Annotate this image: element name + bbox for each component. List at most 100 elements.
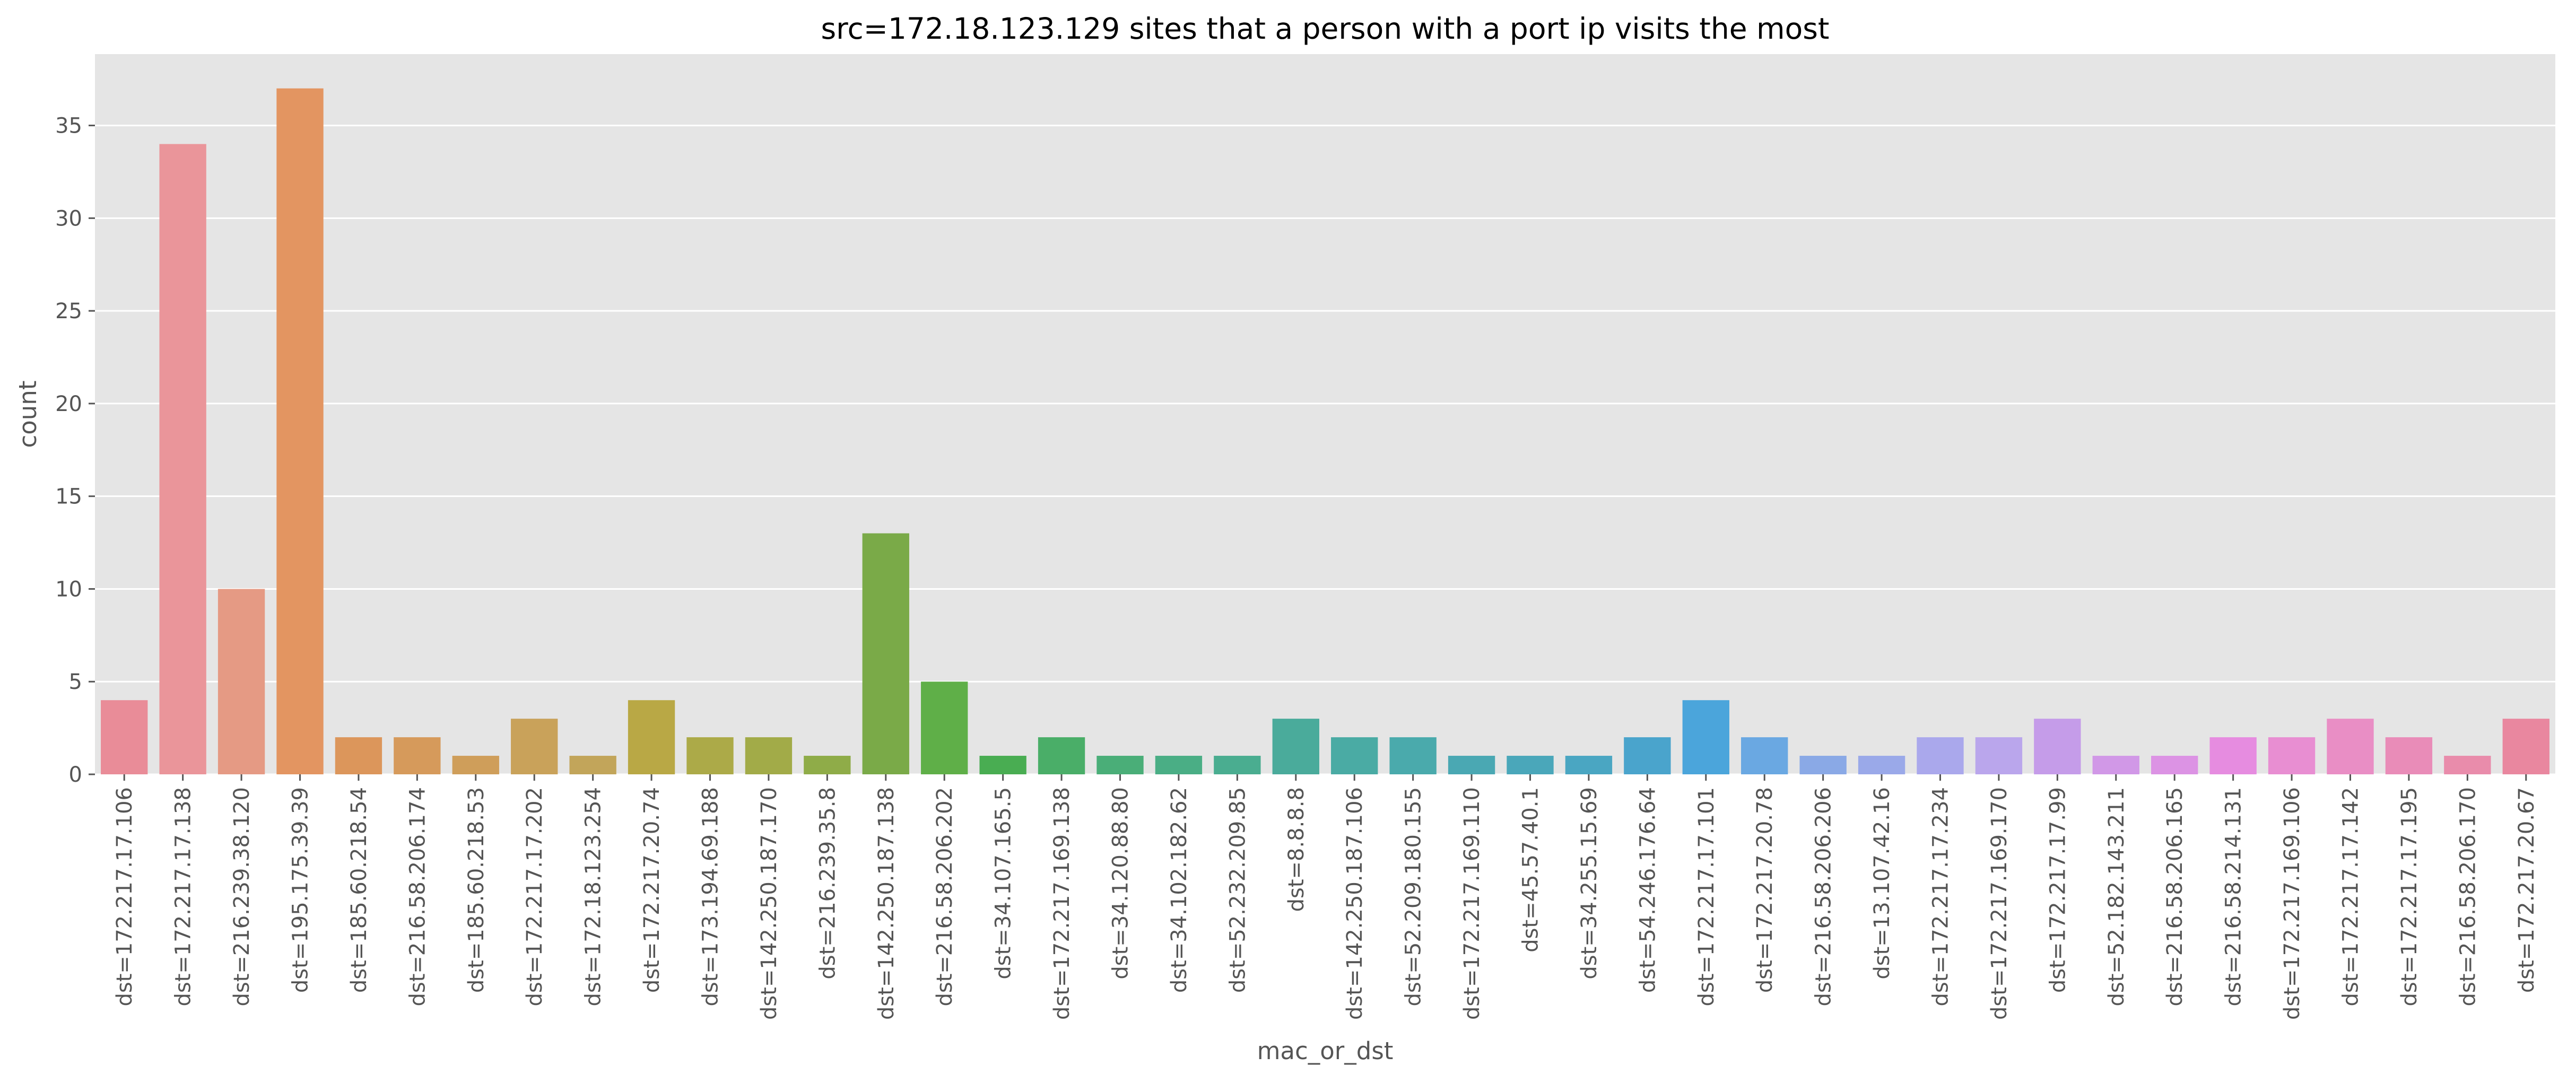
plot-background — [95, 54, 2555, 774]
bar — [2327, 719, 2374, 774]
x-tick-label: dst=216.58.206.174 — [405, 787, 430, 1007]
bar — [1214, 756, 1261, 774]
x-tick-label: dst=142.250.187.170 — [757, 787, 781, 1020]
x-tick-label: dst=172.217.20.74 — [640, 787, 664, 993]
x-tick-label: dst=52.209.180.155 — [1402, 787, 1426, 1007]
bar — [921, 682, 968, 774]
x-tick-label: dst=172.217.17.142 — [2339, 787, 2363, 1007]
gridlines — [95, 125, 2555, 775]
x-tick-label: dst=216.58.206.170 — [2456, 787, 2480, 1007]
bar — [2268, 737, 2316, 774]
x-tick-label: dst=216.58.206.165 — [2163, 787, 2187, 1007]
x-tick-label: dst=172.217.17.234 — [1929, 787, 1953, 1007]
x-tick-label: dst=34.120.88.80 — [1109, 787, 1133, 980]
x-tick-label: dst=185.60.218.53 — [464, 787, 489, 993]
bar — [1507, 756, 1554, 774]
x-tick-label: dst=173.194.69.188 — [699, 787, 723, 1007]
x-tick-label: dst=172.217.20.78 — [1753, 787, 1777, 993]
x-tick-label: dst=172.217.17.138 — [171, 787, 196, 1007]
x-tick-label: dst=172.217.17.106 — [112, 787, 137, 1007]
x-tick-label: dst=216.58.214.131 — [2222, 787, 2246, 1007]
bar — [1096, 756, 1144, 774]
x-tick-label: dst=142.250.187.138 — [874, 787, 899, 1020]
bar — [335, 737, 382, 774]
x-tick-label: dst=8.8.8.8 — [1284, 787, 1309, 912]
bar — [276, 88, 324, 775]
x-tick-label: dst=13.107.42.16 — [1870, 787, 1894, 980]
bar — [804, 756, 851, 774]
bar — [1038, 737, 1085, 774]
bar — [2444, 756, 2491, 774]
bar — [628, 700, 675, 774]
bar — [1858, 756, 1905, 774]
bar — [1155, 756, 1203, 774]
x-tick-label: dst=172.217.17.195 — [2397, 787, 2422, 1007]
x-tick-label: dst=216.58.206.206 — [1812, 787, 1836, 1007]
y-tick-label: 20 — [55, 392, 82, 416]
x-tick-label: dst=172.217.20.67 — [2514, 787, 2539, 993]
y-axis-label: count — [14, 381, 42, 448]
bar — [217, 589, 265, 774]
chart-title: src=172.18.123.129 sites that a person w… — [821, 12, 1830, 46]
bar — [1917, 737, 1964, 774]
bar — [2502, 719, 2549, 774]
y-tick-label: 35 — [55, 114, 82, 138]
bar — [1624, 737, 1671, 774]
bar — [1565, 756, 1613, 774]
bar — [2385, 737, 2433, 774]
y-axis-ticks: 0 5 10 15 20 25 30 35 — [55, 114, 95, 787]
bar — [452, 756, 499, 774]
bar — [1682, 700, 1729, 774]
x-tick-label: dst=34.255.15.69 — [1577, 787, 1602, 980]
x-tick-label: dst=34.107.165.5 — [991, 787, 1016, 980]
bar — [1448, 756, 1495, 774]
bar — [159, 144, 206, 775]
bar — [1741, 737, 1788, 774]
bar — [394, 737, 441, 774]
y-tick-label: 15 — [55, 485, 82, 509]
x-tick-label: dst=185.60.218.54 — [347, 787, 371, 993]
bar — [2151, 756, 2198, 774]
x-tick-label: dst=52.232.209.85 — [1225, 787, 1250, 993]
bar — [1975, 737, 2023, 774]
y-tick-label: 25 — [55, 299, 82, 324]
x-tick-label: dst=216.239.38.120 — [230, 787, 254, 1007]
bar — [1331, 737, 1378, 774]
x-tick-label: dst=45.57.40.1 — [1519, 787, 1543, 953]
y-tick-label: 30 — [55, 206, 82, 231]
bar — [979, 756, 1026, 774]
x-tick-label: dst=172.217.169.170 — [1987, 787, 2012, 1020]
x-tick-label: dst=216.239.35.8 — [815, 787, 840, 980]
bar — [862, 533, 909, 774]
bar — [2034, 719, 2081, 774]
x-tick-label: dst=34.102.182.62 — [1167, 787, 1191, 993]
bars — [101, 88, 2549, 775]
bar — [1272, 719, 1319, 774]
bar — [101, 700, 148, 774]
y-tick-label: 10 — [55, 577, 82, 601]
x-tick-label: dst=172.18.123.254 — [581, 787, 606, 1007]
x-tick-label: dst=172.217.17.101 — [1694, 787, 1719, 1007]
y-tick-label: 0 — [69, 763, 82, 787]
x-tick-label: dst=216.58.206.202 — [933, 787, 957, 1007]
bar — [511, 719, 558, 774]
bar — [1799, 756, 1847, 774]
x-tick-label: dst=172.217.169.138 — [1050, 787, 1074, 1020]
x-tick-label: dst=172.217.169.106 — [2280, 787, 2304, 1020]
bar — [2092, 756, 2139, 774]
bar — [1389, 737, 1437, 774]
bar — [686, 737, 734, 774]
x-tick-label: dst=172.217.17.202 — [523, 787, 547, 1007]
x-axis-ticks: dst=172.217.17.106 dst=172.217.17.138 dst=… — [112, 774, 2539, 1020]
x-tick-label: dst=54.246.176.64 — [1635, 787, 1660, 993]
x-tick-label: dst=172.217.169.110 — [1460, 787, 1484, 1020]
y-tick-label: 5 — [69, 670, 82, 694]
bar — [569, 756, 616, 774]
x-tick-label: dst=172.217.17.99 — [2046, 787, 2070, 993]
x-tick-label: dst=195.175.39.39 — [289, 787, 313, 993]
x-tick-label: dst=142.250.187.106 — [1343, 787, 1367, 1020]
x-axis-label: mac_or_dst — [1257, 1037, 1394, 1065]
x-tick-label: dst=52.182.143.211 — [2104, 787, 2129, 1007]
bar — [2209, 737, 2257, 774]
